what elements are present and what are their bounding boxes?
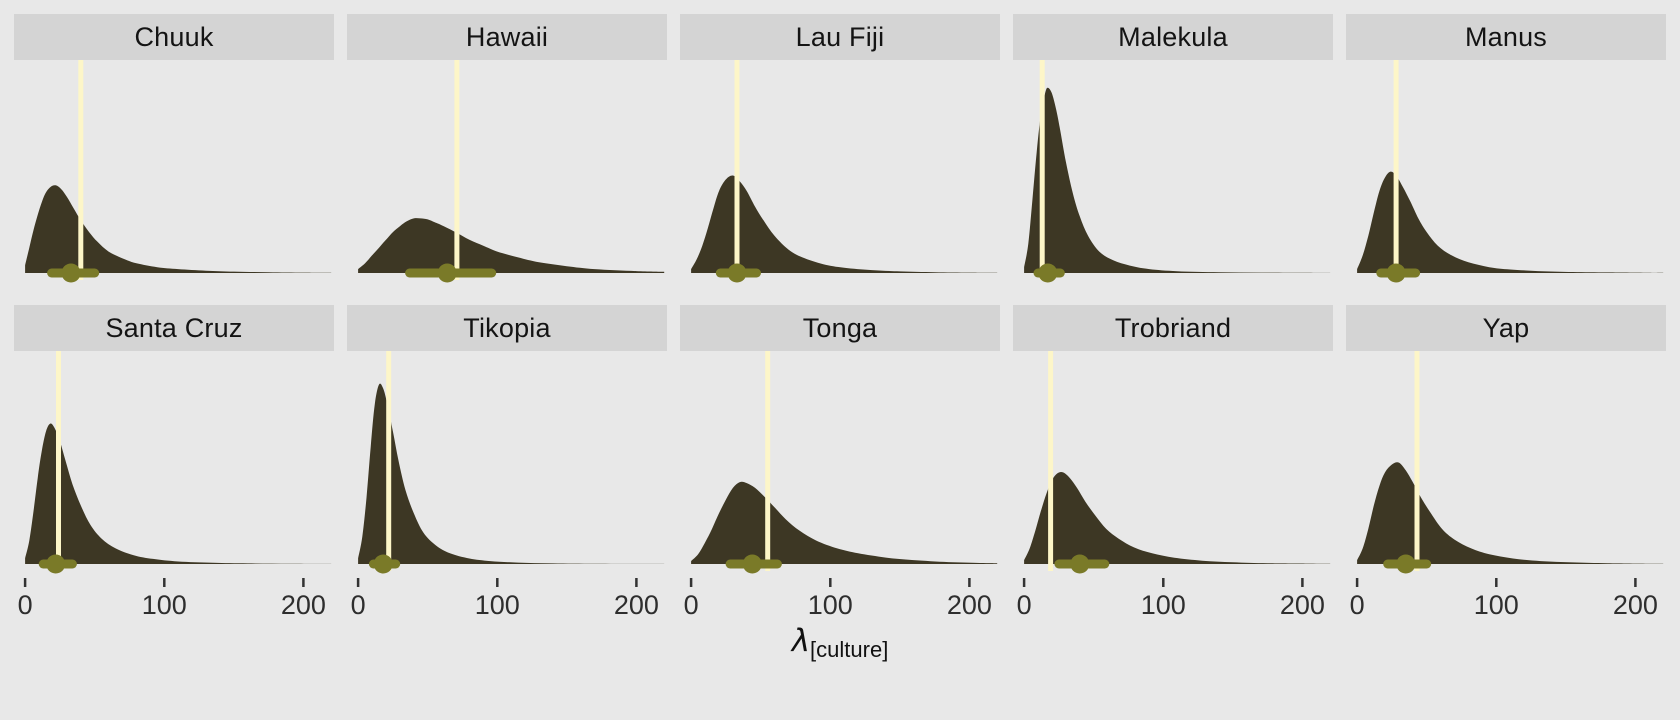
facet-title: Chuuk — [134, 21, 214, 52]
median-point — [1386, 263, 1406, 283]
density-area — [691, 175, 998, 273]
density-plot: 0 100 200 — [18, 351, 332, 619]
density-area — [1024, 87, 1331, 273]
x-axis-tick-label: 200 — [281, 590, 326, 619]
facet-strip: Trobriand — [1013, 305, 1333, 351]
facet-title: Trobriand — [1114, 312, 1232, 343]
x-axis-tick-label: 0 — [1017, 590, 1032, 619]
facet-strip: Malekula — [1013, 14, 1333, 60]
median-point — [1038, 263, 1058, 283]
density-plot: 0 100 200 — [1350, 351, 1664, 619]
density-area — [25, 185, 332, 273]
facet-malekula: Malekula — [1013, 14, 1333, 285]
density-area — [1357, 171, 1664, 273]
x-axis-tick-label: 100 — [475, 590, 520, 619]
density-plot — [1357, 60, 1664, 283]
facet-title: Santa Cruz — [105, 312, 243, 343]
facet-title: Tikopia — [463, 312, 551, 343]
x-axis-tick-label: 100 — [1141, 590, 1186, 619]
facet-title: Hawaii — [465, 21, 549, 52]
x-axis-tick-label: 100 — [1474, 590, 1519, 619]
median-point — [727, 263, 747, 283]
faceted-density-figure: Chuuk Hawaii Lau Fiji Malekula Manus San… — [14, 14, 1666, 663]
x-axis-tick-label: 200 — [947, 590, 992, 619]
facet-strip: Santa Cruz — [14, 305, 334, 351]
x-axis-tick-label: 100 — [142, 590, 187, 619]
density-plot — [25, 60, 332, 283]
median-point — [1070, 554, 1090, 574]
median-point — [742, 554, 762, 574]
facet-tikopia: Tikopia 0 100 200 — [347, 305, 667, 619]
density-area — [691, 481, 998, 564]
density-area — [25, 423, 332, 564]
facet-strip: Manus — [1346, 14, 1666, 60]
median-point — [61, 263, 81, 283]
x-axis-tick-label: 0 — [351, 590, 366, 619]
facet-strip: Tonga — [680, 305, 1000, 351]
x-axis-tick-label: 0 — [1350, 590, 1365, 619]
density-area — [358, 218, 665, 273]
facet-strip: Hawaii — [347, 14, 667, 60]
x-axis-title-subscript: [culture] — [810, 637, 889, 662]
density-plot — [1024, 60, 1331, 283]
density-plot: 0 100 200 — [1017, 351, 1331, 619]
x-axis-title: λ[culture] — [14, 623, 1666, 663]
density-plot — [691, 60, 998, 283]
density-area — [358, 383, 665, 564]
x-axis-tick-label: 0 — [684, 590, 699, 619]
facet-manus: Manus — [1346, 14, 1666, 285]
facet-yap: Yap 0 100 200 — [1346, 305, 1666, 619]
x-axis-tick-label: 200 — [1613, 590, 1658, 619]
x-axis-tick-label: 100 — [808, 590, 853, 619]
facet-trobriand: Trobriand 0 100 200 — [1013, 305, 1333, 619]
facet-chuuk: Chuuk — [14, 14, 334, 285]
density-area — [1357, 462, 1664, 564]
facet-title: Lau Fiji — [795, 21, 885, 52]
facet-title: Tonga — [802, 312, 878, 343]
x-axis-tick-label: 200 — [1280, 590, 1325, 619]
facet-hawaii: Hawaii — [347, 14, 667, 285]
x-axis-tick-label: 200 — [614, 590, 659, 619]
median-point — [1396, 554, 1416, 574]
facet-grid: Chuuk Hawaii Lau Fiji Malekula Manus San… — [14, 14, 1666, 619]
density-plot: 0 100 200 — [684, 351, 998, 619]
facet-tonga: Tonga 0 100 200 — [680, 305, 1000, 619]
facet-title: Malekula — [1118, 21, 1228, 52]
facet-santa-cruz: Santa Cruz 0 100 200 — [14, 305, 334, 619]
median-point — [46, 554, 66, 574]
facet-strip: Chuuk — [14, 14, 334, 60]
density-area — [1024, 471, 1331, 564]
density-plot — [358, 60, 665, 283]
facet-title: Yap — [1482, 312, 1530, 343]
median-point — [373, 554, 393, 574]
facet-strip: Lau Fiji — [680, 14, 1000, 60]
facet-title: Manus — [1464, 21, 1548, 52]
density-plot: 0 100 200 — [351, 351, 665, 619]
median-point — [437, 263, 457, 283]
facet-lau-fiji: Lau Fiji — [680, 14, 1000, 285]
x-axis-title-symbol: λ — [791, 623, 811, 659]
facet-strip: Yap — [1346, 305, 1666, 351]
x-axis-tick-label: 0 — [18, 590, 33, 619]
facet-strip: Tikopia — [347, 305, 667, 351]
